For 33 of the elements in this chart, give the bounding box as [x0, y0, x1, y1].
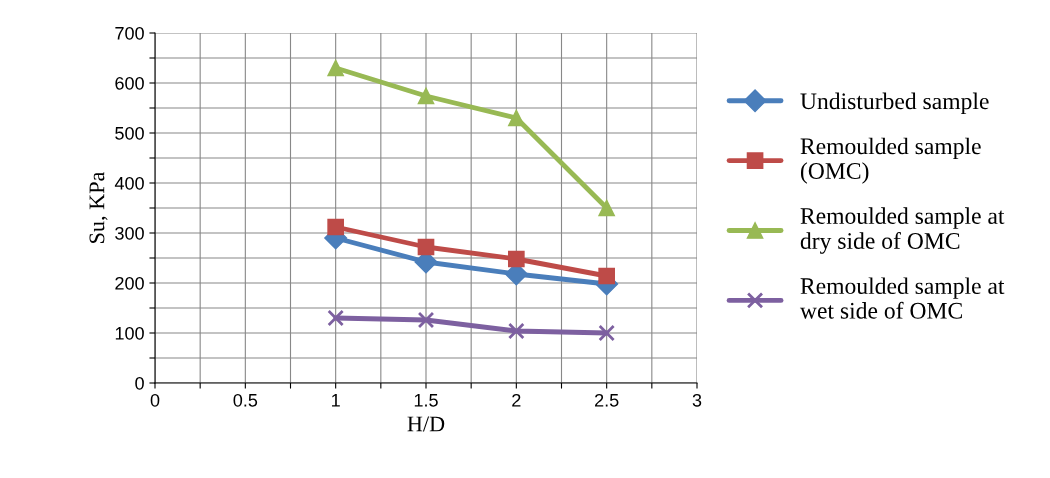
legend-label: Remoulded sample at dry side of OMC	[800, 207, 1005, 254]
point	[417, 311, 435, 329]
point	[507, 109, 525, 127]
y-tick-label: 700	[115, 26, 144, 40]
point	[417, 87, 435, 105]
x-tick-label: 3	[692, 393, 702, 407]
point	[327, 59, 345, 77]
point	[507, 250, 525, 268]
point	[327, 309, 344, 327]
y-tick-label: 0	[135, 376, 144, 390]
point	[508, 322, 525, 340]
y-tick-label: 100	[115, 326, 144, 340]
legend-label: Undisturbed sample	[800, 92, 989, 115]
point	[417, 238, 435, 256]
x-tick-label: 0	[150, 393, 160, 407]
x-tick-label: 1	[332, 394, 340, 407]
y-axis-title: Su, KPa	[89, 171, 108, 243]
legend-label: Remoulded sample (OMC)	[800, 137, 981, 184]
point	[598, 199, 616, 217]
y-tick-label: 300	[115, 226, 144, 240]
y-tick-label: 200	[115, 276, 144, 290]
point	[598, 267, 616, 285]
x-tick-label: 1.5	[414, 394, 438, 407]
x-tick-label: 0.5	[233, 393, 258, 407]
point	[327, 218, 345, 236]
x-axis-title: H/D	[407, 416, 445, 432]
point	[598, 324, 615, 342]
x-tick-label: 2.5	[595, 393, 619, 407]
legend-label: Remoulded sample at wet side of OMC	[799, 277, 1005, 319]
y-tick-label: 400	[114, 176, 144, 190]
y-tick-label: 600	[115, 76, 144, 90]
y-tick-label: 500	[115, 126, 144, 140]
x-tick-label: 2	[512, 393, 521, 407]
